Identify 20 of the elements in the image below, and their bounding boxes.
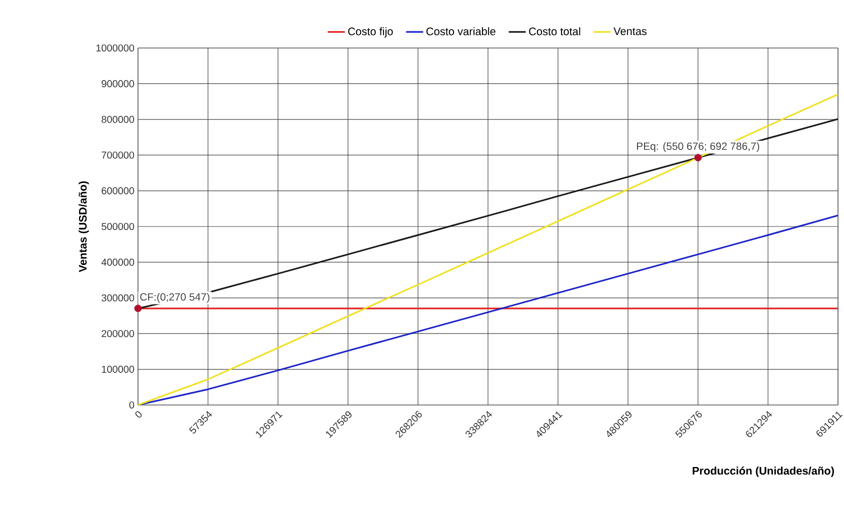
y-tick-label: 900000 [102, 80, 134, 88]
y-tick-label: 700000 [102, 152, 134, 159]
y-axis-title: Ventas (USD/año) [78, 181, 89, 272]
x-axis-title: Producción (Unidades/año) [692, 466, 834, 477]
annotation: CF:(0;270 547) [140, 292, 210, 303]
y-tick-label: 1000000 [96, 44, 134, 52]
legend-label: Ventas [614, 27, 647, 36]
annotation: PEq: (550 676; 692 786,7) [637, 142, 760, 152]
x-tick-label: 0 [135, 411, 142, 418]
y-tick-label: 100000 [102, 366, 134, 373]
y-tick-label: 0 [129, 401, 134, 409]
y-tick-label: 400000 [101, 258, 134, 266]
legend-label: Costo variable [426, 27, 496, 36]
y-tick-label: 200000 [102, 330, 134, 338]
y-tick-label: 500000 [102, 222, 134, 230]
legend-label: Costo total [529, 27, 580, 36]
y-tick-label: 600000 [102, 187, 134, 194]
y-tick-label: 300000 [102, 294, 134, 302]
y-tick-label: 800000 [102, 116, 134, 123]
legend-label: Costo fijo [348, 27, 393, 38]
